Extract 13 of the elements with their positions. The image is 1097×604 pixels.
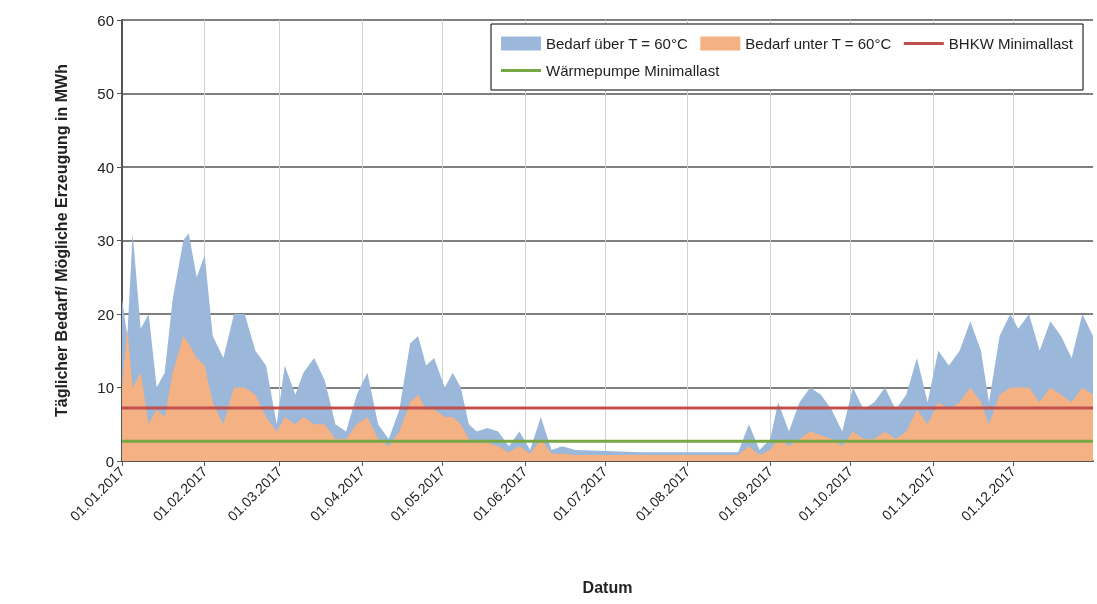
y-tick-label: 20 [97, 305, 114, 323]
y-tick-label: 10 [97, 379, 114, 396]
y-tick-label: 60 [97, 11, 114, 29]
y-tick-label: 0 [105, 452, 114, 470]
legend-label: Bedarf unter T = 60°C [745, 35, 892, 52]
y-axis-title: Täglicher Bedarf/ Mögliche Erzeugung in MWh [52, 64, 70, 417]
legend-label: Bedarf über T = 60°C [546, 35, 688, 52]
y-tick-label: 50 [97, 85, 114, 102]
y-tick-label: 30 [97, 232, 114, 249]
y-tick-label: 40 [97, 158, 114, 176]
legend-label: BHKW Minimallast [948, 35, 1074, 52]
legend-label: Wärmepumpe Minimallast [546, 62, 721, 79]
x-axis-title: Datum [582, 578, 633, 596]
